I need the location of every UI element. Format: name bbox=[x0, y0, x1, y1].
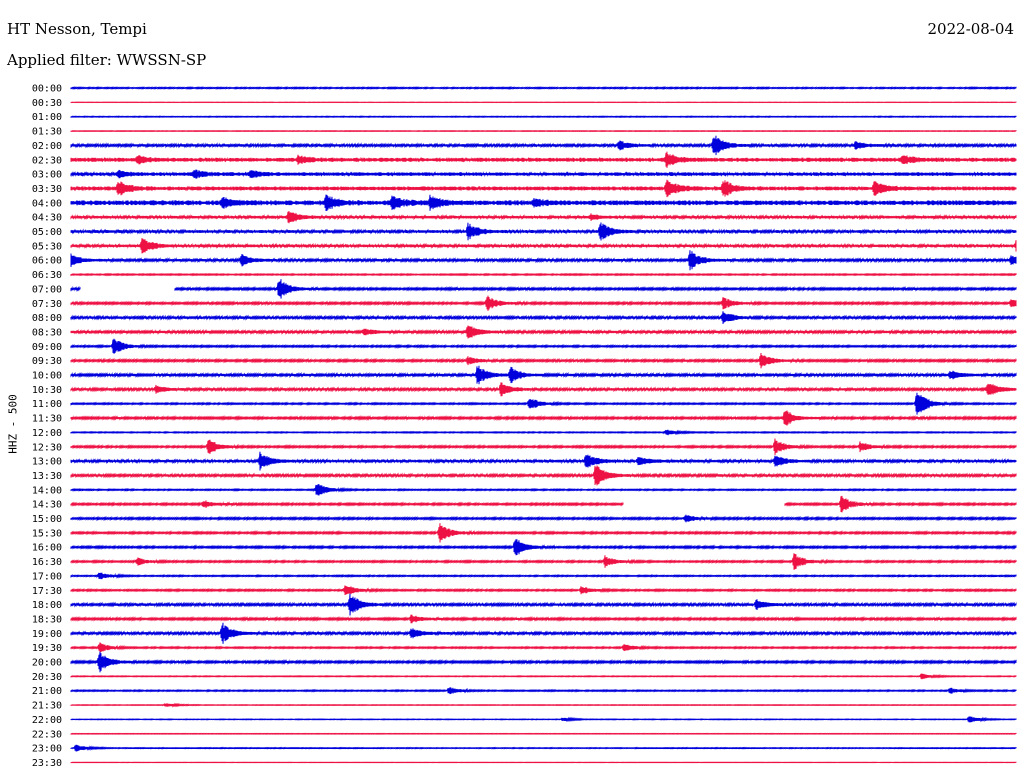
row-time-label: 22:30 bbox=[32, 729, 62, 740]
seismic-trace-row bbox=[70, 673, 1017, 680]
seismic-trace-row bbox=[70, 86, 1017, 90]
row-time-label: 19:00 bbox=[32, 629, 62, 640]
row-time-label: 21:30 bbox=[32, 701, 62, 712]
row-time-label: 07:00 bbox=[32, 284, 62, 295]
seismic-trace-row bbox=[70, 553, 1017, 570]
date-label: 2022-08-04 bbox=[927, 20, 1014, 38]
seismic-trace-row bbox=[70, 410, 1017, 426]
seismic-trace-row bbox=[70, 429, 1017, 436]
seismic-trace-row bbox=[70, 614, 1017, 624]
row-time-label: 12:30 bbox=[32, 442, 62, 453]
row-time-label: 14:00 bbox=[32, 485, 62, 496]
seismic-trace-row bbox=[70, 222, 1017, 241]
station-title: HT Nesson, Tempi bbox=[7, 20, 147, 38]
seismic-trace-row bbox=[70, 179, 1017, 198]
seismic-trace-row bbox=[70, 129, 1017, 133]
seismic-trace-row bbox=[70, 732, 1017, 735]
row-time-label: 18:30 bbox=[32, 614, 62, 625]
seismic-trace-row bbox=[70, 151, 1017, 168]
seismic-trace-row bbox=[70, 352, 1017, 369]
seismic-trace-row bbox=[70, 651, 1017, 673]
seismic-trace-row bbox=[70, 495, 1017, 513]
filter-label: Applied filter: WWSSN-SP bbox=[7, 51, 207, 69]
seismic-trace-row bbox=[70, 523, 1017, 543]
seismic-trace-row bbox=[70, 135, 1017, 156]
row-time-label: 02:00 bbox=[32, 141, 62, 152]
seismic-trace-row bbox=[70, 325, 1017, 339]
seismic-trace-row bbox=[70, 642, 1017, 653]
row-time-label: 03:30 bbox=[32, 184, 62, 195]
row-time-label: 16:00 bbox=[32, 543, 62, 554]
seismic-trace-row bbox=[70, 279, 1017, 299]
row-time-label: 20:30 bbox=[32, 672, 62, 683]
row-time-label: 00:30 bbox=[32, 98, 62, 109]
row-time-label: 20:00 bbox=[32, 658, 62, 669]
row-time-label: 19:30 bbox=[32, 643, 62, 654]
row-time-label: 04:30 bbox=[32, 213, 62, 224]
seismic-trace-row bbox=[70, 169, 1017, 179]
row-time-label: 23:30 bbox=[32, 758, 62, 769]
row-time-label: 23:00 bbox=[32, 744, 62, 755]
seismic-trace-row bbox=[70, 238, 1017, 254]
row-time-label: 15:00 bbox=[32, 514, 62, 525]
row-time-label: 13:30 bbox=[32, 471, 62, 482]
seismic-trace-row bbox=[70, 115, 1017, 119]
row-time-label: 07:30 bbox=[32, 299, 62, 310]
row-time-label: 21:00 bbox=[32, 686, 62, 697]
seismic-trace-row bbox=[70, 687, 1017, 695]
seismic-trace-row bbox=[70, 295, 1017, 311]
row-time-label: 05:30 bbox=[32, 241, 62, 252]
seismic-trace-row bbox=[70, 311, 1017, 324]
row-time-label: 02:30 bbox=[32, 155, 62, 166]
row-time-label: 08:30 bbox=[32, 327, 62, 338]
seismic-trace-row bbox=[70, 211, 1017, 224]
seismic-trace-row bbox=[70, 382, 1017, 397]
row-time-label: 06:30 bbox=[32, 270, 62, 281]
seismic-trace-row bbox=[70, 338, 1017, 354]
seismic-trace-row bbox=[70, 702, 1017, 708]
row-time-label: 10:30 bbox=[32, 385, 62, 396]
seismic-trace-row bbox=[70, 744, 1017, 752]
row-time-label: 08:00 bbox=[32, 313, 62, 324]
row-time-label: 22:00 bbox=[32, 715, 62, 726]
seismic-trace-row bbox=[70, 272, 1017, 277]
seismic-trace-row bbox=[70, 365, 1017, 385]
row-time-label: 11:00 bbox=[32, 399, 62, 410]
seismic-trace-row bbox=[70, 484, 1017, 496]
seismic-trace-row bbox=[70, 572, 1017, 580]
row-time-label: 16:30 bbox=[32, 557, 62, 568]
row-time-label: 01:30 bbox=[32, 127, 62, 138]
row-time-label: 03:00 bbox=[32, 170, 62, 181]
seismic-trace-row bbox=[70, 250, 1017, 271]
row-time-label: 13:00 bbox=[32, 457, 62, 468]
row-time-label: 11:30 bbox=[32, 414, 62, 425]
row-time-label: 04:00 bbox=[32, 198, 62, 209]
seismic-trace-row bbox=[70, 716, 1017, 723]
seismic-trace-row bbox=[70, 438, 1017, 456]
seismic-trace-row bbox=[70, 585, 1017, 596]
row-time-label: 17:00 bbox=[32, 571, 62, 582]
row-time-label: 05:00 bbox=[32, 227, 62, 238]
seismic-trace-row bbox=[70, 514, 1017, 523]
seismic-trace-row bbox=[70, 539, 1017, 556]
row-time-label: 01:00 bbox=[32, 112, 62, 123]
seismic-trace-row bbox=[70, 451, 1017, 471]
row-time-label: 17:30 bbox=[32, 586, 62, 597]
row-time-label: 09:00 bbox=[32, 342, 62, 353]
row-time-label: 06:00 bbox=[32, 256, 62, 267]
row-time-label: 00:00 bbox=[32, 84, 62, 95]
row-time-label: 10:00 bbox=[32, 371, 62, 382]
seismic-trace-row bbox=[70, 593, 1017, 616]
row-time-label: 15:30 bbox=[32, 528, 62, 539]
seismic-trace-row bbox=[70, 465, 1017, 486]
seismic-trace-row bbox=[70, 622, 1017, 644]
row-time-label: 18:00 bbox=[32, 600, 62, 611]
seismic-trace-row bbox=[70, 392, 1017, 415]
row-time-label: 12:00 bbox=[32, 428, 62, 439]
row-time-label: 14:30 bbox=[32, 500, 62, 511]
seismic-trace-row bbox=[70, 194, 1017, 212]
row-time-label: 09:30 bbox=[32, 356, 62, 367]
